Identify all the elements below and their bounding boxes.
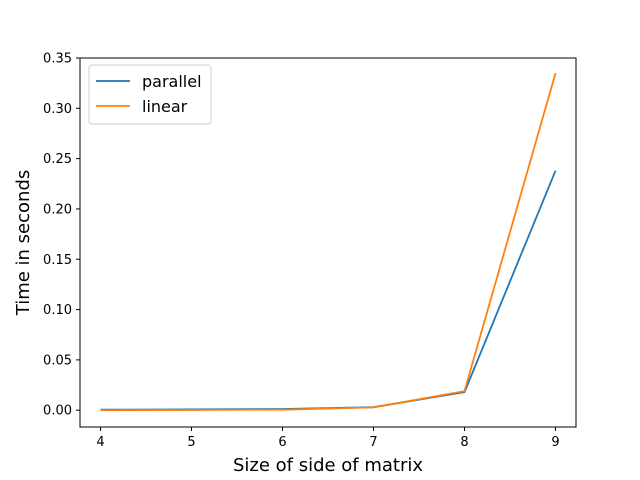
legend: parallel linear (88, 64, 212, 125)
legend-label-linear: linear (142, 97, 188, 116)
legend-label-parallel: parallel (142, 72, 202, 91)
series-line-linear (100, 72, 557, 411)
legend-box (88, 64, 212, 125)
x-tick-label: 4 (96, 435, 104, 450)
plot-frame (79, 57, 577, 428)
y-tick-label: 0.10 (43, 303, 72, 318)
y-tick-label: 0.20 (43, 202, 72, 217)
y-tick-label: 0.00 (43, 404, 72, 419)
y-axis-ticks: 0.00 0.05 0.10 0.15 0.20 0.25 0.30 0.35 (43, 52, 80, 419)
x-tick-label: 5 (187, 435, 195, 450)
y-tick-label: 0.35 (43, 52, 72, 67)
x-axis-label: Size of side of matrix (233, 455, 423, 476)
y-tick-label: 0.05 (43, 353, 72, 368)
x-tick-label: 8 (460, 435, 468, 450)
series-layer (100, 72, 557, 411)
x-tick-label: 6 (278, 435, 286, 450)
y-tick-label: 0.15 (43, 253, 72, 268)
x-tick-label: 9 (551, 435, 559, 450)
y-tick-label: 0.25 (43, 152, 72, 167)
x-tick-label: 7 (369, 435, 377, 450)
y-tick-label: 0.30 (43, 102, 72, 117)
x-axis-ticks: 4 5 6 7 8 9 (96, 427, 560, 450)
y-axis-label: Time in seconds (13, 170, 34, 316)
